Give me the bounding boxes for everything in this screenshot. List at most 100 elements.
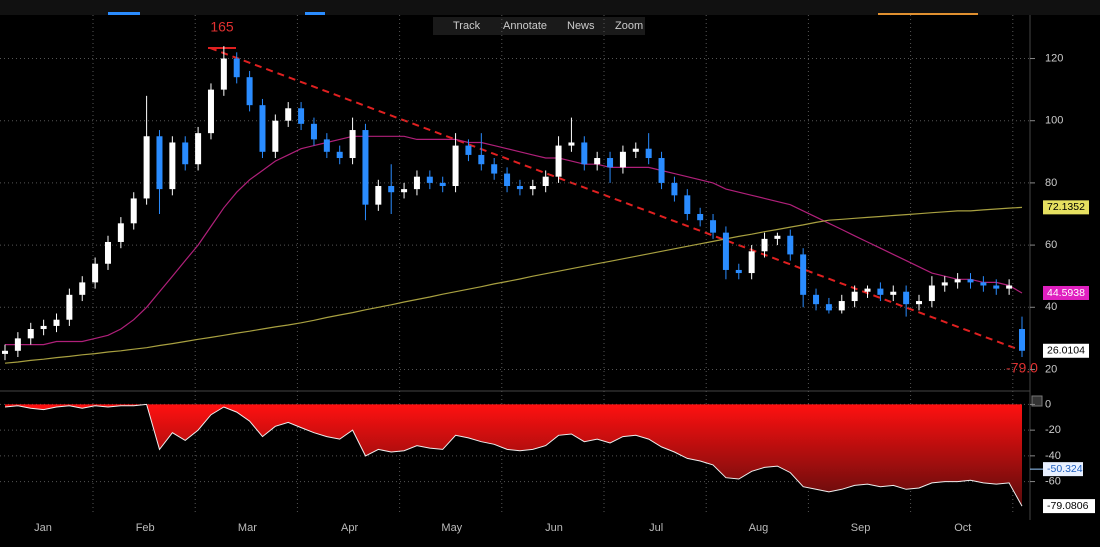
candle-body [542, 176, 549, 187]
candle-body [825, 304, 832, 311]
candle-body [864, 288, 871, 292]
x-tick-label: Jun [545, 522, 563, 534]
candle-body [143, 136, 150, 199]
y-tick-label: 80 [1045, 177, 1057, 189]
candle-body [362, 130, 369, 205]
candle-body [838, 301, 845, 311]
y-tick-label: -40 [1045, 450, 1061, 462]
y-tick-label: 100 [1045, 115, 1063, 127]
moving-average [4, 206, 1023, 364]
y-tick-label: -60 [1045, 475, 1061, 487]
candle-body [787, 235, 794, 255]
candle-body [259, 105, 266, 152]
candle-body [697, 213, 704, 221]
reference-label: -50.324 [1047, 463, 1083, 475]
trend-line [209, 47, 1021, 351]
drawdown-line [4, 403, 1023, 507]
legend-swatch [305, 12, 325, 15]
y-tick-label: 60 [1045, 239, 1057, 251]
candle-body [195, 133, 202, 165]
candle-body [182, 142, 189, 165]
moving-average [5, 135, 1023, 346]
panel-button[interactable] [1031, 395, 1043, 407]
candle-body [233, 58, 240, 78]
candle-body [632, 148, 639, 152]
x-tick-label: May [441, 522, 462, 534]
candle-body [594, 158, 601, 165]
candle-body [851, 291, 858, 302]
candle-body [761, 238, 768, 252]
candle-body [941, 282, 948, 286]
candle-body [310, 123, 317, 140]
candle-body [27, 329, 34, 339]
candle-body [413, 176, 420, 190]
candle-body [619, 151, 626, 168]
candle-body [967, 279, 974, 283]
legend-swatch [878, 13, 978, 15]
x-tick-label: Jan [34, 522, 52, 534]
candle-body [156, 136, 163, 190]
y-tick-label: -20 [1045, 424, 1061, 436]
y-tick-label: 20 [1045, 363, 1057, 375]
candle-body [336, 151, 343, 159]
candle-body [671, 182, 678, 196]
candle-body [568, 142, 575, 146]
candle-body [439, 182, 446, 187]
candle-body [903, 291, 910, 305]
candle-body [285, 108, 292, 121]
candle-body [800, 254, 807, 295]
candle-body [388, 186, 395, 193]
candle-body [53, 319, 60, 326]
toolbar-track[interactable]: Track [453, 20, 481, 32]
x-tick-label: Apr [341, 522, 358, 534]
candle-body [491, 164, 498, 174]
toolbar-zoom[interactable]: Zoom [615, 20, 643, 32]
candle-body [465, 145, 472, 155]
candle-body [581, 142, 588, 165]
drawdown-area [5, 404, 1022, 507]
candle-body [813, 294, 820, 305]
candle-body [452, 145, 459, 187]
candle-body [529, 186, 536, 190]
candle-body [928, 285, 935, 302]
candle-body [710, 220, 717, 233]
last-value-label: 72.1352 [1047, 201, 1085, 213]
candle-body [104, 241, 111, 264]
candle-body [516, 186, 523, 190]
candle-body [117, 223, 124, 242]
toolbar [433, 17, 645, 35]
candle-body [890, 291, 897, 295]
candle-body [130, 198, 137, 224]
last-value-label-box [1043, 200, 1089, 215]
last-value-label: 44.5938 [1047, 287, 1085, 299]
last-close-label-box [1043, 343, 1089, 358]
candle-body [14, 338, 21, 351]
candle-body [207, 89, 214, 134]
candle-body [79, 282, 86, 295]
candle-body [272, 120, 279, 152]
peak-annotation: 165 [210, 19, 234, 35]
x-tick-label: Mar [238, 522, 257, 534]
top-strip [0, 0, 1100, 15]
toolbar-annotate[interactable]: Annotate [503, 20, 547, 32]
last-value-label-box [1043, 285, 1089, 300]
last-drawdown-label-box [1043, 499, 1095, 514]
y-tick-label: 0 [1045, 398, 1051, 410]
last-close-label: 26.0104 [1047, 345, 1085, 357]
legend-swatch [108, 12, 140, 15]
candle-body [246, 77, 253, 106]
candle-body [2, 350, 8, 354]
candle-body [478, 154, 485, 165]
candle-body [916, 301, 923, 305]
candle-body [748, 251, 755, 274]
candle-body [375, 186, 382, 205]
candle-body [92, 263, 99, 283]
x-tick-label: Sep [851, 522, 871, 534]
candle-body [658, 158, 665, 183]
x-tick-label: Feb [136, 522, 155, 534]
toolbar-news[interactable]: News [567, 20, 595, 32]
y-tick-label: 40 [1045, 301, 1057, 313]
candle-body [401, 189, 408, 193]
candle-body [735, 269, 742, 274]
candle-body [426, 176, 433, 183]
